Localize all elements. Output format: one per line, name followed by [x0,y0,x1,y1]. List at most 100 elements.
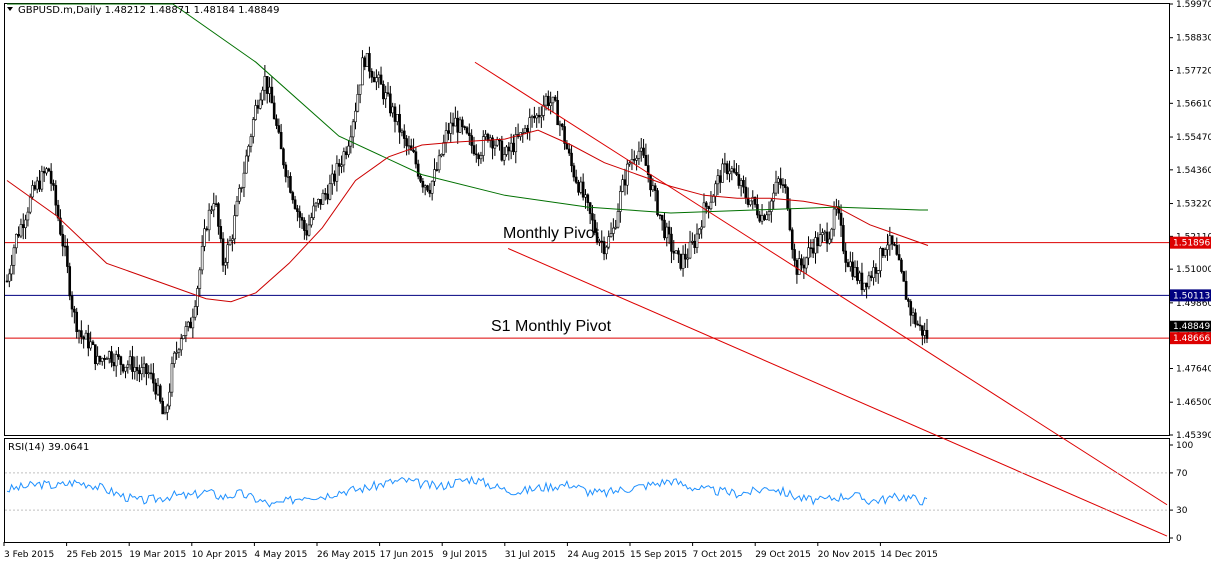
candle-body [811,247,815,254]
candle-body [739,180,743,186]
candle-body [114,354,118,367]
candle-body [547,95,550,106]
candle-body [356,94,360,112]
candle-body [876,270,880,274]
rsi-y-tick-label: 70 [1176,469,1188,479]
candle-body [621,179,624,192]
candle-body [214,203,218,205]
candle-body [830,228,834,240]
y-tick-label: 1.55470 [1176,133,1211,143]
candle-body [84,332,88,340]
candle-body [175,351,178,354]
candle-body [80,330,83,338]
candle-body [586,194,590,203]
candle-body [149,372,153,375]
candle-body [844,250,847,263]
candle-body [377,74,381,78]
candle-body [693,240,696,248]
candle-body [567,148,571,154]
candle-body [265,76,269,94]
candle-body [488,137,492,141]
candle-body [314,202,318,207]
candle-body [577,182,580,193]
candle-body [635,157,638,161]
candle-body [168,391,171,407]
trendline-upper [474,61,1168,506]
candle-body [737,174,741,186]
candle-body [435,169,439,171]
candle-body [902,271,906,282]
candle-body [614,226,617,229]
candle-body [825,231,829,244]
candle-body [161,400,164,415]
candle-body [869,275,873,278]
candle-body [77,330,81,333]
candle-body [26,211,30,221]
candle-body [340,164,343,167]
candle-body [809,247,813,250]
rsi-panel-frame [4,438,1170,543]
current-price-label: 1.48849 [1173,322,1210,332]
candle-body [588,202,592,214]
candle-body [600,240,604,243]
candle-body [484,133,487,138]
candle-body [440,153,443,157]
candle-body [842,225,845,252]
axis-layer: 1.59970 1.58830 1.57720 1.56610 1.55470 1.543… [3,0,1211,560]
candle-body [45,168,48,174]
candle-body [862,282,866,291]
candle-body [804,257,808,269]
candle-body [402,130,406,139]
candle-body [330,173,334,185]
candle-body [695,233,699,248]
candle-body [702,202,706,228]
candle-body [472,145,476,155]
x-tick-label: 9 Jul 2015 [442,550,487,560]
candle-body [179,338,183,351]
candle-body [644,154,648,166]
candle-body [124,366,127,372]
candle-body [565,143,569,150]
candle-body [117,354,120,357]
moving-average-slow [7,3,928,214]
candle-body [560,123,564,127]
candle-body [584,194,587,198]
x-tick-label: 19 Mar 2015 [129,550,186,560]
candle-body [623,179,627,186]
candle-body [626,163,629,186]
candle-body [189,321,192,329]
candle-body [323,192,327,195]
candle-body [447,130,450,134]
candle-body [751,196,755,202]
candle-body [607,236,611,248]
candle-body [319,199,322,205]
candle-body [691,240,694,243]
candle-body [730,168,734,172]
candle-body [474,153,478,156]
candle-body [670,233,673,252]
symbol-dropdown-icon [7,7,13,11]
candle-body [507,146,511,152]
candle-body [212,203,216,211]
candle-body [774,181,778,194]
candle-body [198,269,202,289]
candle-body [570,152,573,167]
candle-body [28,196,32,213]
price-label-bg [1170,332,1211,345]
candle-body [881,248,885,256]
candle-body [653,185,657,191]
candle-body [537,114,541,118]
candle-body [704,202,708,207]
candle-body [526,128,529,133]
candle-body [370,70,374,78]
candle-body [140,367,144,375]
candle-body [867,275,871,288]
candle-body [363,57,367,67]
candle-body [542,104,545,116]
candle-body [172,352,176,364]
y-tick-label: 1.58830 [1176,34,1211,44]
candle-body [858,272,861,281]
candle-body [849,261,852,267]
rsi-line [6,475,928,508]
candle-body [770,200,773,212]
